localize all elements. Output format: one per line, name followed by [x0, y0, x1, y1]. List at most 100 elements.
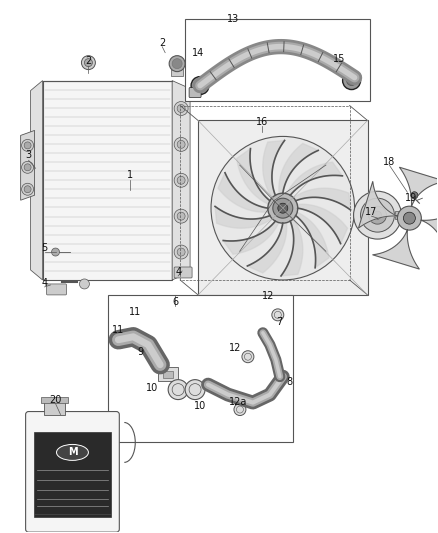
Circle shape [346, 76, 357, 86]
Bar [34, 432, 111, 517]
Circle shape [374, 211, 381, 219]
Polygon shape [42, 80, 172, 280]
Text: 10: 10 [194, 401, 206, 410]
Polygon shape [172, 80, 190, 280]
Polygon shape [215, 206, 272, 228]
Circle shape [195, 80, 205, 91]
Circle shape [177, 176, 185, 184]
Circle shape [169, 55, 185, 71]
FancyBboxPatch shape [46, 284, 67, 295]
Polygon shape [281, 219, 303, 276]
Circle shape [191, 77, 209, 94]
Text: 17: 17 [365, 207, 378, 217]
FancyBboxPatch shape [25, 411, 119, 532]
Bar [108, 295, 293, 442]
Circle shape [85, 59, 92, 67]
Circle shape [172, 59, 182, 69]
FancyBboxPatch shape [174, 267, 192, 278]
Polygon shape [296, 212, 329, 268]
Circle shape [52, 248, 60, 256]
Circle shape [174, 138, 188, 151]
Circle shape [168, 379, 188, 400]
Bar [41, 397, 68, 402]
Text: 12: 12 [261, 291, 274, 301]
Text: 8: 8 [287, 377, 293, 386]
Polygon shape [218, 173, 268, 212]
Circle shape [21, 183, 34, 195]
Text: 4: 4 [42, 278, 48, 288]
Circle shape [273, 198, 293, 218]
Ellipse shape [57, 445, 88, 461]
Circle shape [397, 206, 421, 230]
Polygon shape [223, 221, 279, 254]
Circle shape [177, 212, 185, 220]
Polygon shape [399, 167, 438, 206]
Polygon shape [373, 230, 419, 269]
Circle shape [79, 279, 89, 289]
Text: 11: 11 [112, 325, 124, 335]
Bar [158, 367, 178, 381]
Text: 14: 14 [192, 47, 204, 58]
Circle shape [174, 245, 188, 259]
Polygon shape [198, 120, 367, 295]
Polygon shape [263, 140, 285, 198]
Circle shape [174, 101, 188, 116]
Bar [171, 68, 183, 76]
Text: 7: 7 [277, 317, 283, 327]
Circle shape [24, 186, 31, 193]
Polygon shape [21, 131, 35, 200]
Polygon shape [247, 223, 287, 273]
Text: 16: 16 [256, 117, 268, 127]
Circle shape [21, 140, 34, 151]
FancyBboxPatch shape [189, 87, 201, 98]
Circle shape [403, 212, 415, 224]
Text: 2: 2 [85, 55, 92, 66]
Text: 1: 1 [127, 170, 133, 180]
Text: 6: 6 [172, 297, 178, 307]
Circle shape [368, 206, 386, 224]
Bar [396, 211, 407, 219]
Polygon shape [297, 204, 348, 244]
Circle shape [177, 248, 185, 256]
Polygon shape [359, 182, 398, 228]
Polygon shape [237, 149, 270, 204]
Circle shape [185, 379, 205, 400]
Polygon shape [31, 80, 42, 280]
Text: 20: 20 [49, 394, 62, 405]
Text: 19: 19 [405, 193, 417, 203]
Text: 12a: 12a [229, 397, 247, 407]
Text: 2: 2 [159, 38, 165, 48]
Text: 3: 3 [25, 150, 32, 160]
Circle shape [174, 209, 188, 223]
Circle shape [24, 142, 31, 149]
Bar [163, 370, 173, 378]
Text: 11: 11 [129, 307, 141, 317]
Circle shape [242, 351, 254, 362]
Circle shape [177, 104, 185, 112]
Circle shape [360, 198, 395, 232]
Bar [43, 401, 66, 415]
Text: 9: 9 [137, 347, 143, 357]
Text: 18: 18 [383, 157, 396, 167]
Text: M: M [67, 447, 77, 457]
Circle shape [174, 173, 188, 187]
Circle shape [81, 55, 95, 70]
Circle shape [272, 309, 284, 321]
Text: 13: 13 [227, 14, 239, 24]
Circle shape [177, 140, 185, 148]
Circle shape [411, 192, 418, 199]
Circle shape [278, 203, 288, 213]
Text: 12: 12 [229, 343, 241, 353]
Circle shape [268, 193, 298, 223]
Text: 15: 15 [333, 54, 346, 63]
Text: 10: 10 [146, 383, 159, 393]
Polygon shape [421, 208, 438, 255]
Polygon shape [293, 188, 350, 210]
Bar [185, 19, 370, 101]
Circle shape [211, 136, 355, 280]
Circle shape [21, 161, 34, 173]
Circle shape [234, 403, 246, 416]
Circle shape [24, 164, 31, 171]
Polygon shape [279, 143, 318, 193]
Text: 4: 4 [175, 267, 181, 277]
